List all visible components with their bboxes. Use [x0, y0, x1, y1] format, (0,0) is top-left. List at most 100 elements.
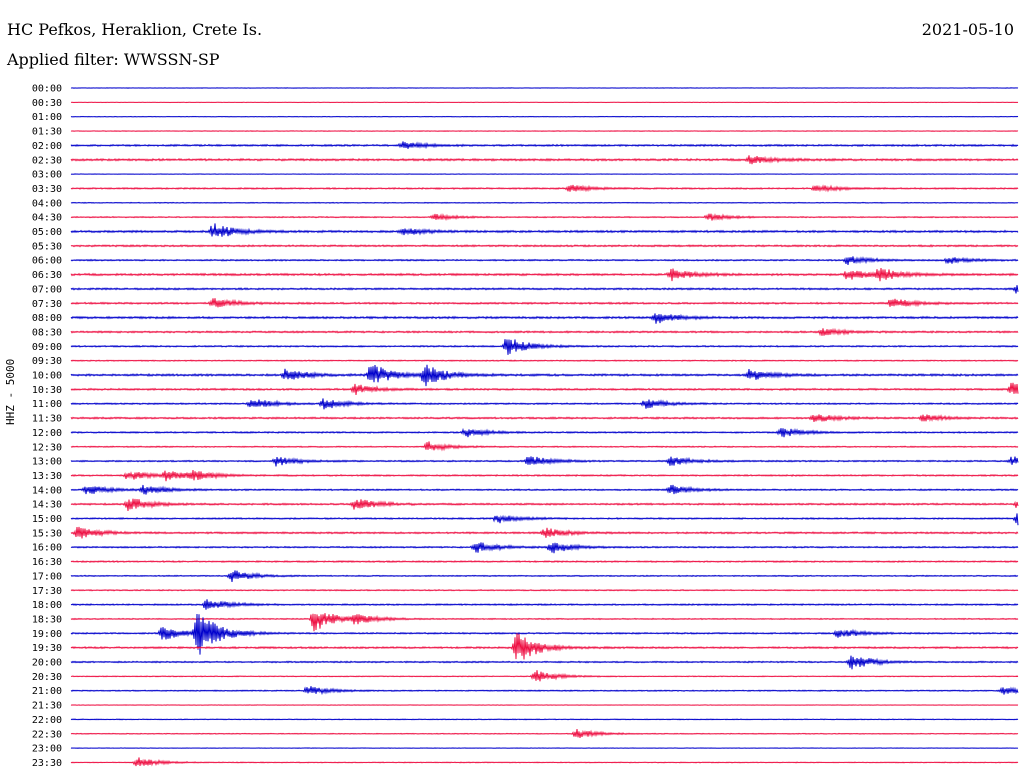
row-tick-label: 19:30 — [32, 643, 62, 654]
trace-row — [70, 526, 1019, 539]
row-tick-label: 03:00 — [32, 170, 62, 181]
seismogram-traces — [70, 87, 1019, 767]
trace-row — [70, 513, 1019, 526]
trace-row — [70, 560, 1019, 564]
row-tick-label: 05:00 — [32, 227, 62, 238]
trace-row — [70, 256, 1019, 266]
trace-row — [70, 704, 1019, 706]
trace-row — [70, 414, 1019, 423]
row-tick-label: 17:30 — [32, 586, 62, 597]
row-tick-label: 11:00 — [32, 399, 62, 410]
trace-row — [70, 327, 1019, 337]
trace-row — [70, 686, 1019, 696]
trace-row — [70, 285, 1019, 294]
trace-row — [70, 155, 1019, 165]
row-tick-labels: 00:00 00:30 01:00 01:30 02:00 02:30 03:00 03:30… — [32, 84, 62, 769]
trace-row — [70, 364, 1019, 387]
row-tick-label: 06:00 — [32, 256, 62, 267]
trace-row — [70, 298, 1019, 308]
trace-row — [70, 359, 1019, 362]
trace-row — [70, 223, 1019, 237]
trace-row — [70, 130, 1019, 133]
row-tick-label: 21:00 — [32, 686, 62, 697]
row-tick-label: 21:30 — [32, 701, 62, 712]
trace-row — [70, 268, 1019, 282]
row-tick-label: 14:30 — [32, 500, 62, 511]
row-tick-label: 19:00 — [32, 629, 62, 640]
trace-row — [70, 339, 1019, 355]
row-tick-label: 15:00 — [32, 514, 62, 525]
row-tick-label: 23:30 — [32, 758, 62, 769]
row-tick-label: 07:00 — [32, 284, 62, 295]
row-tick-label: 14:00 — [32, 485, 62, 496]
trace-row — [70, 757, 1019, 767]
row-tick-label: 06:30 — [32, 270, 62, 281]
row-tick-label: 12:00 — [32, 428, 62, 439]
trace-row — [70, 441, 1019, 452]
trace-row — [70, 633, 1019, 660]
row-tick-label: 03:30 — [32, 184, 62, 195]
trace-row — [70, 747, 1019, 749]
row-tick-label: 09:00 — [32, 342, 62, 353]
trace-row — [70, 201, 1019, 204]
row-tick-label: 05:30 — [32, 241, 62, 252]
trace-row — [70, 456, 1019, 467]
trace-row — [70, 184, 1019, 193]
trace-row — [70, 427, 1019, 438]
row-tick-label: 10:30 — [32, 385, 62, 396]
trace-row — [70, 542, 1019, 554]
row-tick-label: 00:00 — [32, 84, 62, 95]
station-title: HC Pefkos, Heraklion, Crete Is. — [7, 20, 263, 39]
row-tick-label: 04:00 — [32, 198, 62, 209]
trace-row — [70, 655, 1019, 670]
trace-row — [70, 588, 1019, 592]
trace-row — [70, 313, 1019, 324]
row-tick-label: 20:00 — [32, 658, 62, 669]
trace-row — [70, 484, 1019, 495]
trace-row — [70, 141, 1019, 150]
row-tick-label: 18:30 — [32, 614, 62, 625]
row-tick-label: 09:30 — [32, 356, 62, 367]
row-tick-label: 13:00 — [32, 457, 62, 468]
row-tick-label: 12:30 — [32, 442, 62, 453]
date-label: 2021-05-10 — [921, 20, 1014, 39]
trace-row — [70, 244, 1019, 248]
trace-row — [70, 173, 1019, 175]
trace-row — [70, 570, 1019, 583]
row-tick-label: 20:30 — [32, 672, 62, 683]
row-tick-label: 17:00 — [32, 571, 62, 582]
row-tick-label: 07:30 — [32, 299, 62, 310]
trace-row — [70, 382, 1019, 396]
trace-row — [70, 613, 1019, 632]
trace-row — [70, 213, 1019, 222]
row-tick-label: 02:00 — [32, 141, 62, 152]
row-tick-label: 00:30 — [32, 98, 62, 109]
row-tick-label: 16:00 — [32, 543, 62, 554]
row-tick-label: 08:00 — [32, 313, 62, 324]
trace-row — [70, 469, 1019, 482]
row-tick-label: 08:30 — [32, 327, 62, 338]
row-tick-label: 23:00 — [32, 744, 62, 755]
row-tick-label: 18:00 — [32, 600, 62, 611]
trace-row — [70, 728, 1019, 738]
trace-row — [70, 718, 1019, 721]
row-tick-label: 01:00 — [32, 112, 62, 123]
trace-row — [70, 398, 1019, 410]
row-tick-label: 11:30 — [32, 414, 62, 425]
trace-row — [70, 670, 1019, 682]
row-tick-label: 01:30 — [32, 127, 62, 138]
trace-row — [70, 599, 1019, 610]
row-tick-label: 22:00 — [32, 715, 62, 726]
row-tick-label: 13:30 — [32, 471, 62, 482]
trace-row — [70, 87, 1019, 89]
row-tick-label: 22:30 — [32, 729, 62, 740]
trace-row — [70, 498, 1019, 511]
row-tick-label: 02:30 — [32, 155, 62, 166]
row-tick-label: 04:30 — [32, 213, 62, 224]
row-tick-label: 15:30 — [32, 528, 62, 539]
row-tick-label: 16:30 — [32, 557, 62, 568]
trace-row — [70, 613, 1019, 655]
filter-label: Applied filter: WWSSN-SP — [7, 50, 220, 69]
trace-row — [70, 115, 1019, 118]
